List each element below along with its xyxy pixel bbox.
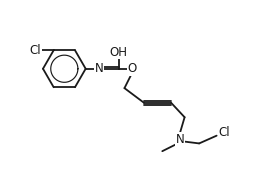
Text: Cl: Cl	[218, 126, 230, 139]
Text: O: O	[128, 62, 137, 75]
Text: OH: OH	[110, 46, 128, 59]
Text: N: N	[175, 133, 184, 146]
Text: N: N	[95, 62, 104, 75]
Text: Cl: Cl	[29, 44, 41, 57]
